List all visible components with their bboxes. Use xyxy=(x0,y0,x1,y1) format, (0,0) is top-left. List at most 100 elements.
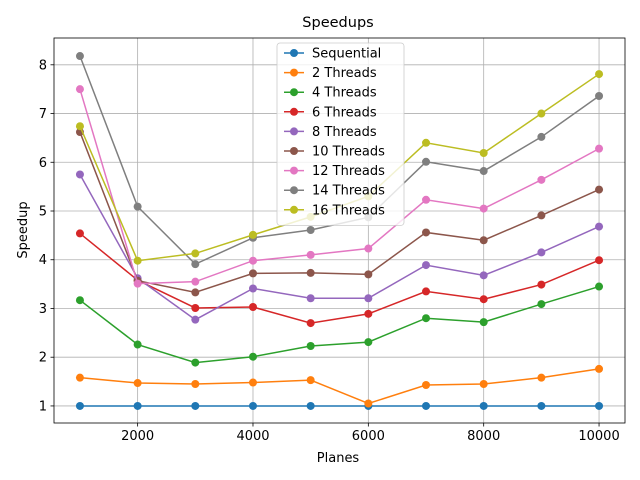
data-point xyxy=(595,144,604,153)
data-point xyxy=(422,261,431,270)
data-point xyxy=(306,250,315,259)
data-point xyxy=(422,401,431,410)
data-point xyxy=(422,138,431,147)
data-point xyxy=(595,282,604,291)
data-point xyxy=(479,204,488,213)
legend-label: 14 Threads xyxy=(312,184,385,199)
data-point xyxy=(595,364,604,373)
legend-item: 12 Threads xyxy=(284,164,385,179)
x-tick-label: 10000 xyxy=(578,429,619,444)
plot-area-frame xyxy=(53,37,626,424)
legend-marker xyxy=(290,127,298,136)
data-point xyxy=(191,358,200,367)
data-point xyxy=(133,379,142,388)
legend-label: 6 Threads xyxy=(312,105,377,120)
data-point xyxy=(595,91,604,100)
series-line xyxy=(79,285,600,364)
y-tick-label: 5 xyxy=(39,205,47,220)
data-point xyxy=(75,401,84,410)
data-point xyxy=(75,85,84,94)
data-point xyxy=(479,401,488,410)
y-axis-ticks: 1 2 3 4 5 6 7 8 xyxy=(39,58,54,414)
x-tick-label: 8000 xyxy=(467,429,500,444)
data-point xyxy=(364,244,373,253)
data-point xyxy=(306,342,315,350)
x-tick-label: 6000 xyxy=(352,429,385,444)
data-point xyxy=(75,170,84,179)
legend-item: 4 Threads xyxy=(284,86,377,101)
data-point xyxy=(479,149,488,158)
y-tick-label: 6 xyxy=(39,156,47,171)
data-point xyxy=(595,401,604,410)
data-point xyxy=(364,399,373,408)
data-point xyxy=(248,303,257,312)
y-tick-label: 7 xyxy=(39,107,47,122)
series-7 xyxy=(75,85,604,288)
y-tick-label: 3 xyxy=(39,302,47,317)
data-point xyxy=(133,401,142,410)
data-point xyxy=(595,222,604,231)
data-point xyxy=(306,319,315,328)
legend-label: 10 Threads xyxy=(312,145,385,160)
series-3 xyxy=(75,282,604,367)
legend-label: 16 Threads xyxy=(312,203,385,218)
data-point xyxy=(75,373,84,382)
data-point xyxy=(595,256,604,265)
legend-marker xyxy=(290,49,298,57)
chart-title: Speedups xyxy=(302,15,373,31)
data-point xyxy=(191,401,200,410)
data-point xyxy=(479,236,488,245)
legend-marker xyxy=(290,88,298,97)
legend-label: Sequential xyxy=(312,47,381,62)
data-point xyxy=(248,352,257,361)
y-axis-label: Speedup xyxy=(16,201,31,258)
data-point xyxy=(422,314,431,323)
data-point xyxy=(191,288,200,297)
data-point xyxy=(248,401,257,410)
data-point xyxy=(422,380,431,389)
legend-item: Sequential xyxy=(284,47,381,62)
data-point xyxy=(191,249,200,258)
series-line xyxy=(79,88,600,285)
legend-label: 8 Threads xyxy=(312,125,377,140)
legend-marker xyxy=(290,205,298,214)
series-4 xyxy=(75,229,604,328)
data-point xyxy=(595,185,604,194)
series-1 xyxy=(75,401,604,410)
x-axis-label: Planes xyxy=(317,451,360,466)
data-point xyxy=(422,195,431,204)
data-point xyxy=(364,309,373,318)
legend-item: 14 Threads xyxy=(284,184,385,199)
y-tick-label: 1 xyxy=(39,399,47,414)
data-point xyxy=(191,260,200,269)
data-point xyxy=(422,228,431,237)
y-tick-label: 2 xyxy=(39,351,47,366)
data-point xyxy=(479,167,488,176)
data-point xyxy=(537,280,546,289)
data-point xyxy=(306,268,315,277)
data-point xyxy=(364,338,373,347)
legend-marker xyxy=(290,147,298,155)
y-tick-label: 4 xyxy=(39,253,47,268)
legend-label: 2 Threads xyxy=(312,66,377,81)
series-line xyxy=(79,368,600,405)
data-point xyxy=(479,318,488,327)
data-point xyxy=(75,122,84,131)
legend-item: 6 Threads xyxy=(284,105,377,120)
data-point xyxy=(306,226,315,235)
legend-item: 16 Threads xyxy=(284,203,385,218)
series-line xyxy=(79,131,600,294)
data-point xyxy=(595,70,604,79)
data-point xyxy=(133,340,142,349)
data-point xyxy=(248,230,257,239)
data-point xyxy=(364,270,373,279)
data-point xyxy=(537,175,546,184)
data-point xyxy=(306,294,315,303)
legend-item: 2 Threads xyxy=(284,66,377,81)
x-axis-ticks: 2000 4000 6000 8000 10000 xyxy=(121,423,620,444)
series-2 xyxy=(75,364,604,408)
legend-box xyxy=(276,42,405,226)
data-point xyxy=(364,294,373,303)
series-line xyxy=(79,174,600,321)
